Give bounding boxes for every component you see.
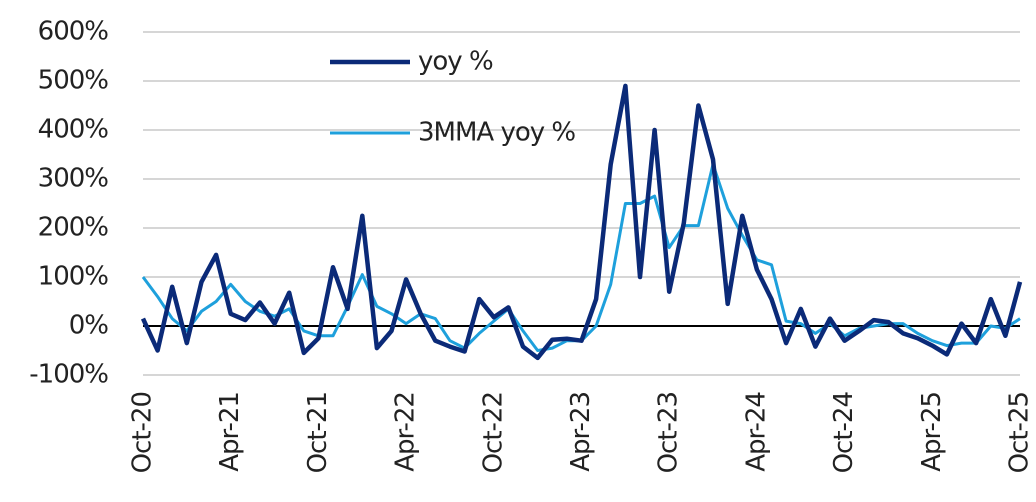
y-tick-label: 500% [38, 66, 109, 96]
x-tick-label: Apr-25 [917, 392, 947, 472]
x-tick-label: Oct-24 [829, 392, 859, 474]
x-tick-label: Oct-20 [128, 392, 158, 473]
y-tick-label: 200% [38, 213, 109, 243]
x-tick-label: Oct-25 [1005, 392, 1035, 473]
y-tick-label: 0% [69, 311, 109, 341]
x-tick-label: Apr-22 [391, 392, 421, 472]
y-tick-label: 300% [38, 164, 109, 194]
legend-label: 3MMA yoy % [418, 118, 575, 148]
x-tick-label: Oct-23 [654, 392, 684, 473]
x-tick-label: Apr-23 [566, 392, 596, 472]
x-tick-label: Apr-21 [215, 392, 245, 472]
x-tick-label: Oct-21 [303, 392, 333, 473]
y-tick-label: 400% [38, 115, 109, 145]
y-tick-label: 600% [38, 17, 109, 47]
legend-label: yoy % [418, 47, 493, 77]
series-line [140, 83, 1023, 361]
y-tick-label: -100% [29, 360, 108, 390]
y-tick-label: 100% [38, 262, 109, 292]
x-tick-label: Oct-22 [478, 392, 508, 473]
x-tick-label: Apr-24 [741, 392, 771, 472]
